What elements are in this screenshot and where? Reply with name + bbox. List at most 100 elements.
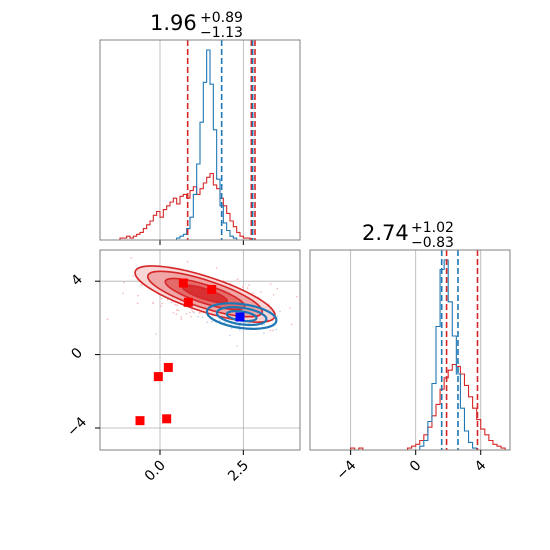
scatter-dot bbox=[160, 305, 162, 307]
scatter-dot bbox=[193, 311, 195, 314]
scatter-dot bbox=[237, 280, 239, 283]
scatter-dot bbox=[130, 257, 132, 259]
scatter-dot bbox=[137, 294, 139, 297]
highlighted-points bbox=[135, 278, 245, 426]
scatter-point bbox=[178, 278, 188, 288]
scatter-dot bbox=[219, 320, 221, 322]
scatter-dot bbox=[236, 278, 239, 281]
scatter-point bbox=[162, 414, 172, 424]
scatter-dot bbox=[152, 301, 154, 304]
scatter-dot bbox=[272, 293, 275, 296]
grid bbox=[350, 250, 482, 450]
scatter-dot bbox=[170, 301, 173, 304]
histogram-series bbox=[119, 49, 251, 240]
histogram-step bbox=[120, 49, 250, 240]
x-tick-label: −4 bbox=[334, 457, 360, 483]
y-tick-label: −4 bbox=[64, 414, 90, 440]
contour-level bbox=[215, 306, 268, 327]
scatter-dot bbox=[161, 302, 164, 305]
scatter-dot bbox=[176, 309, 178, 311]
scatter-dot bbox=[269, 329, 272, 332]
y-tick-label: 0 bbox=[68, 345, 86, 363]
scatter-dot bbox=[276, 288, 279, 290]
scatter-dot bbox=[238, 329, 241, 331]
title-value: 1.96 bbox=[150, 11, 197, 35]
scatter-dot bbox=[260, 291, 262, 293]
scatter-point bbox=[153, 372, 163, 382]
scatter-dot bbox=[206, 321, 208, 323]
scatter-dot bbox=[236, 344, 238, 347]
scatter-dot bbox=[201, 316, 204, 319]
histogram-series bbox=[350, 259, 506, 450]
scatter-dot bbox=[289, 307, 291, 309]
title-minus: −1.13 bbox=[200, 25, 243, 41]
scatter-dot bbox=[160, 297, 163, 300]
scatter-dot bbox=[186, 260, 189, 263]
scatter-dot bbox=[190, 315, 192, 318]
scatter-contour-panel: 0.0 2.5 −4 0 4 bbox=[64, 249, 351, 485]
scatter-dot bbox=[180, 316, 182, 318]
x-tick-labels: −4 0 4 bbox=[334, 450, 490, 483]
scatter-dot bbox=[304, 317, 306, 319]
panel-title: 2.74 +1.02 −0.83 bbox=[362, 220, 454, 251]
scatter-dot bbox=[106, 318, 109, 321]
histogram-panel-2: 2.74 +1.02 −0.83 −4 0 4 bbox=[309, 220, 511, 483]
grid bbox=[159, 40, 244, 245]
x-tick-labels: 0.0 2.5 bbox=[142, 450, 252, 485]
quantile-lines bbox=[186, 40, 256, 240]
scatter-dot bbox=[155, 333, 157, 335]
scatter-dot bbox=[275, 328, 278, 331]
scatter-dot bbox=[192, 310, 194, 313]
scatter-dot bbox=[272, 329, 274, 332]
scatter-dot bbox=[189, 311, 191, 314]
x-tick-label: 2.5 bbox=[225, 458, 252, 485]
scatter-dot bbox=[191, 309, 193, 311]
scatter-point bbox=[235, 312, 245, 322]
scatter-dot bbox=[140, 284, 143, 286]
scatter-dot bbox=[180, 318, 183, 320]
scatter-dot bbox=[296, 295, 298, 298]
axes-frame bbox=[309, 249, 511, 451]
scatter-point bbox=[183, 297, 193, 307]
axes-frame bbox=[99, 39, 301, 241]
scatter-dot bbox=[176, 304, 178, 306]
scatter-dot bbox=[290, 323, 293, 326]
scatter-dot bbox=[222, 279, 225, 282]
scatter-dot bbox=[197, 315, 199, 318]
axes-frame bbox=[99, 249, 301, 451]
x-tick-label: 0.0 bbox=[142, 458, 169, 485]
scatter-dot bbox=[198, 312, 200, 314]
scatter-dot bbox=[269, 283, 272, 285]
panel-title: 1.96 +0.89 −1.13 bbox=[150, 10, 243, 41]
histogram-step bbox=[350, 363, 506, 450]
scatter-dot bbox=[224, 321, 226, 324]
scatter-dot bbox=[185, 313, 188, 315]
x-tick-label: 0 bbox=[407, 458, 425, 476]
scatter-dot bbox=[175, 313, 178, 316]
scatter-dot bbox=[279, 310, 281, 313]
scatter-dot bbox=[177, 309, 180, 312]
y-tick-label: 4 bbox=[68, 271, 86, 289]
scatter-point bbox=[135, 416, 145, 426]
quantile-lines bbox=[440, 250, 479, 450]
scatter-dot bbox=[246, 287, 249, 289]
scatter-dot bbox=[172, 311, 175, 314]
title-plus: +0.89 bbox=[200, 10, 243, 26]
scatter-point bbox=[207, 284, 217, 294]
scatter-dot bbox=[252, 292, 254, 294]
scatter-dot bbox=[263, 323, 265, 326]
scatter-dot bbox=[229, 334, 231, 337]
scatter-dot bbox=[122, 292, 125, 295]
histogram-panel-1: 1.96 +0.89 −1.13 bbox=[99, 10, 301, 245]
scatter-dot bbox=[248, 284, 250, 286]
scatter-dot bbox=[174, 303, 177, 306]
scatter-dot bbox=[123, 281, 125, 284]
scatter-dot bbox=[136, 302, 139, 305]
scatter-dot bbox=[215, 267, 218, 269]
scatter-dot bbox=[276, 315, 279, 318]
scatter-dot bbox=[349, 313, 351, 315]
scatter-dot bbox=[263, 332, 265, 334]
x-tick-label: 4 bbox=[472, 457, 490, 475]
histogram-step bbox=[350, 259, 506, 450]
